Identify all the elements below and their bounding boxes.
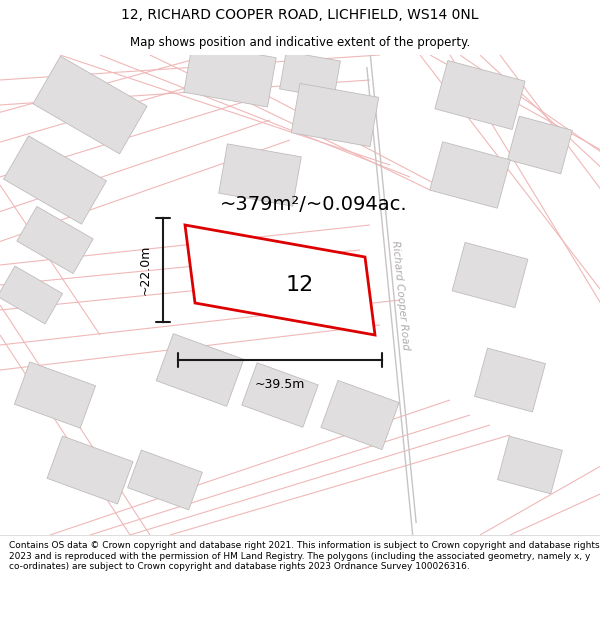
Polygon shape: [321, 381, 399, 449]
Text: ~379m²/~0.094ac.: ~379m²/~0.094ac.: [220, 196, 407, 214]
Polygon shape: [17, 206, 93, 274]
Polygon shape: [0, 266, 62, 324]
Polygon shape: [475, 348, 545, 412]
Polygon shape: [4, 136, 106, 224]
Polygon shape: [33, 56, 147, 154]
Text: Richard Cooper Road: Richard Cooper Road: [389, 240, 410, 350]
Text: ~39.5m: ~39.5m: [255, 378, 305, 391]
Text: Contains OS data © Crown copyright and database right 2021. This information is : Contains OS data © Crown copyright and d…: [9, 541, 599, 571]
Polygon shape: [280, 51, 340, 99]
Polygon shape: [508, 116, 572, 174]
Text: Map shows position and indicative extent of the property.: Map shows position and indicative extent…: [130, 36, 470, 49]
Polygon shape: [430, 142, 510, 208]
Polygon shape: [184, 43, 276, 107]
Polygon shape: [242, 362, 318, 428]
Text: 12, RICHARD COOPER ROAD, LICHFIELD, WS14 0NL: 12, RICHARD COOPER ROAD, LICHFIELD, WS14…: [121, 8, 479, 22]
Polygon shape: [219, 144, 301, 206]
Text: 12: 12: [286, 275, 314, 295]
Polygon shape: [452, 242, 528, 308]
Polygon shape: [14, 362, 95, 428]
Polygon shape: [497, 436, 562, 494]
Text: ~22.0m: ~22.0m: [139, 245, 151, 295]
Polygon shape: [291, 83, 379, 147]
Polygon shape: [435, 61, 525, 129]
Polygon shape: [128, 450, 202, 510]
Polygon shape: [47, 436, 133, 504]
Polygon shape: [185, 225, 375, 335]
Polygon shape: [156, 334, 244, 406]
